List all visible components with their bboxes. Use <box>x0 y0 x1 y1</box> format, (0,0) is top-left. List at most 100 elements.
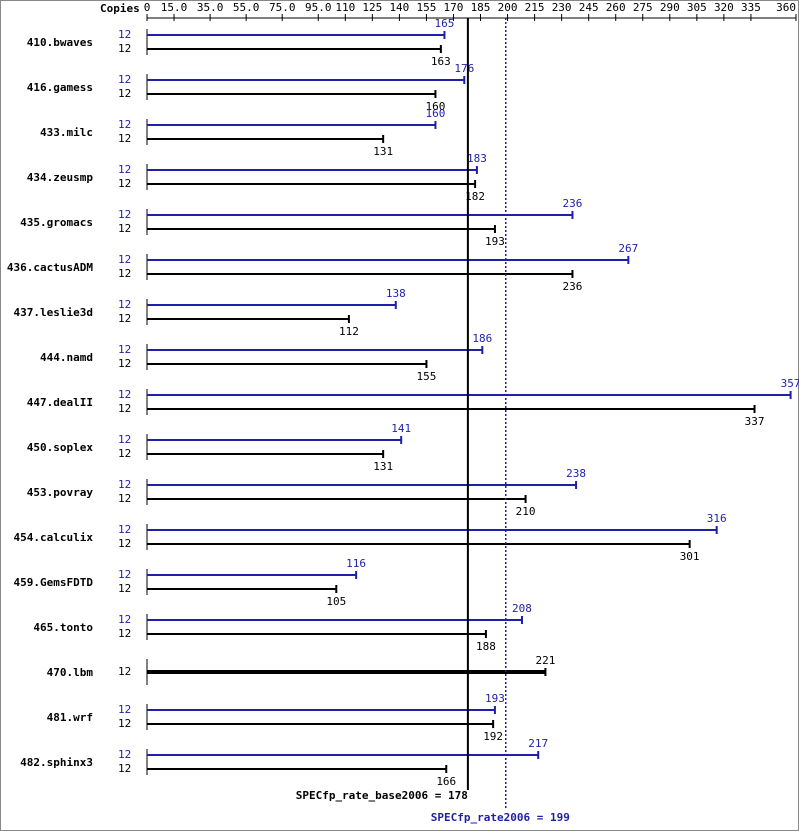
copies-label: 12 <box>118 132 131 145</box>
x-tick-label: 15.0 <box>161 1 188 14</box>
copies-label: 12 <box>118 118 131 131</box>
copies-label: 12 <box>118 42 131 55</box>
copies-label: 12 <box>118 298 131 311</box>
value-label: 221 <box>535 654 555 667</box>
benchmark-name: 465.tonto <box>33 621 93 634</box>
value-label: 267 <box>618 242 638 255</box>
x-tick-label: 125 <box>362 1 382 14</box>
benchmark-name: 453.povray <box>27 486 94 499</box>
copies-label: 12 <box>118 388 131 401</box>
benchmark-name: 436.cactusADM <box>7 261 93 274</box>
copies-label: 12 <box>118 253 131 266</box>
x-tick-label: 290 <box>660 1 680 14</box>
x-tick-label: 275 <box>633 1 653 14</box>
value-label: 138 <box>386 287 406 300</box>
x-tick-label: 360 <box>776 1 796 14</box>
value-label: 176 <box>454 62 474 75</box>
value-label: 301 <box>680 550 700 563</box>
copies-label: 12 <box>118 703 131 716</box>
x-tick-label: 335 <box>741 1 761 14</box>
benchmark-name: 410.bwaves <box>27 36 93 49</box>
value-label: 193 <box>485 235 505 248</box>
value-label: 155 <box>416 370 436 383</box>
copies-label: 12 <box>118 87 131 100</box>
value-label: 112 <box>339 325 359 338</box>
copies-label: 12 <box>118 447 131 460</box>
copies-label: 12 <box>118 582 131 595</box>
copies-label: 12 <box>118 523 131 536</box>
copies-label: 12 <box>118 478 131 491</box>
value-label: 166 <box>436 775 456 788</box>
copies-label: 12 <box>118 748 131 761</box>
value-label: 208 <box>512 602 532 615</box>
x-tick-label: 305 <box>687 1 707 14</box>
copies-label: 12 <box>118 492 131 505</box>
x-tick-label: 260 <box>606 1 626 14</box>
value-label: 160 <box>426 107 446 120</box>
value-label: 210 <box>516 505 536 518</box>
copies-label: 12 <box>118 208 131 221</box>
value-label: 357 <box>781 377 799 390</box>
x-tick-label: 200 <box>498 1 518 14</box>
value-label: 186 <box>472 332 492 345</box>
benchmark-name: 434.zeusmp <box>27 171 94 184</box>
copies-label: 12 <box>118 665 131 678</box>
x-tick-label: 0 <box>144 1 151 14</box>
benchmark-name: 482.sphinx3 <box>20 756 93 769</box>
copies-label: 12 <box>118 433 131 446</box>
benchmark-name: 450.soplex <box>27 441 94 454</box>
reference-label: SPECfp_rate2006 = 199 <box>431 811 570 824</box>
value-label: 193 <box>485 692 505 705</box>
benchmark-name: 454.calculix <box>14 531 94 544</box>
value-label: 160 <box>426 100 446 113</box>
copies-label: 12 <box>118 267 131 280</box>
x-tick-label: 230 <box>552 1 572 14</box>
benchmark-name: 433.milc <box>40 126 93 139</box>
value-label: 236 <box>563 280 583 293</box>
copies-header: Copies <box>100 2 140 15</box>
value-label: 105 <box>326 595 346 608</box>
x-tick-label: 55.0 <box>233 1 260 14</box>
value-label: 182 <box>465 190 485 203</box>
copies-label: 12 <box>118 627 131 640</box>
benchmark-name: 416.gamess <box>27 81 93 94</box>
benchmark-name: 481.wrf <box>47 711 93 724</box>
value-label: 238 <box>566 467 586 480</box>
x-tick-label: 155 <box>416 1 436 14</box>
copies-label: 12 <box>118 762 131 775</box>
value-label: 163 <box>431 55 451 68</box>
copies-label: 12 <box>118 343 131 356</box>
x-tick-label: 245 <box>579 1 599 14</box>
benchmark-name: 470.lbm <box>47 666 94 679</box>
x-tick-label: 140 <box>389 1 409 14</box>
value-label: 141 <box>391 422 411 435</box>
benchmark-name: 435.gromacs <box>20 216 93 229</box>
x-tick-label: 35.0 <box>197 1 224 14</box>
reference-label: SPECfp_rate_base2006 = 178 <box>296 789 468 802</box>
value-label: 116 <box>346 557 366 570</box>
copies-label: 12 <box>118 568 131 581</box>
x-tick-label: 215 <box>525 1 545 14</box>
benchmark-name: 444.namd <box>40 351 93 364</box>
copies-label: 12 <box>118 312 131 325</box>
benchmark-name: 437.leslie3d <box>14 306 93 319</box>
benchmark-name: 459.GemsFDTD <box>14 576 94 589</box>
value-label: 131 <box>373 145 393 158</box>
copies-label: 12 <box>118 222 131 235</box>
copies-label: 12 <box>118 163 131 176</box>
value-label: 165 <box>435 17 455 30</box>
value-label: 337 <box>745 415 765 428</box>
x-tick-label: 75.0 <box>269 1 296 14</box>
value-label: 131 <box>373 460 393 473</box>
value-label: 316 <box>707 512 727 525</box>
copies-label: 12 <box>118 613 131 626</box>
value-label: 183 <box>467 152 487 165</box>
copies-label: 12 <box>118 73 131 86</box>
x-tick-label: 320 <box>714 1 734 14</box>
value-label: 217 <box>528 737 548 750</box>
copies-label: 12 <box>118 717 131 730</box>
copies-label: 12 <box>118 537 131 550</box>
x-tick-label: 170 <box>444 1 464 14</box>
